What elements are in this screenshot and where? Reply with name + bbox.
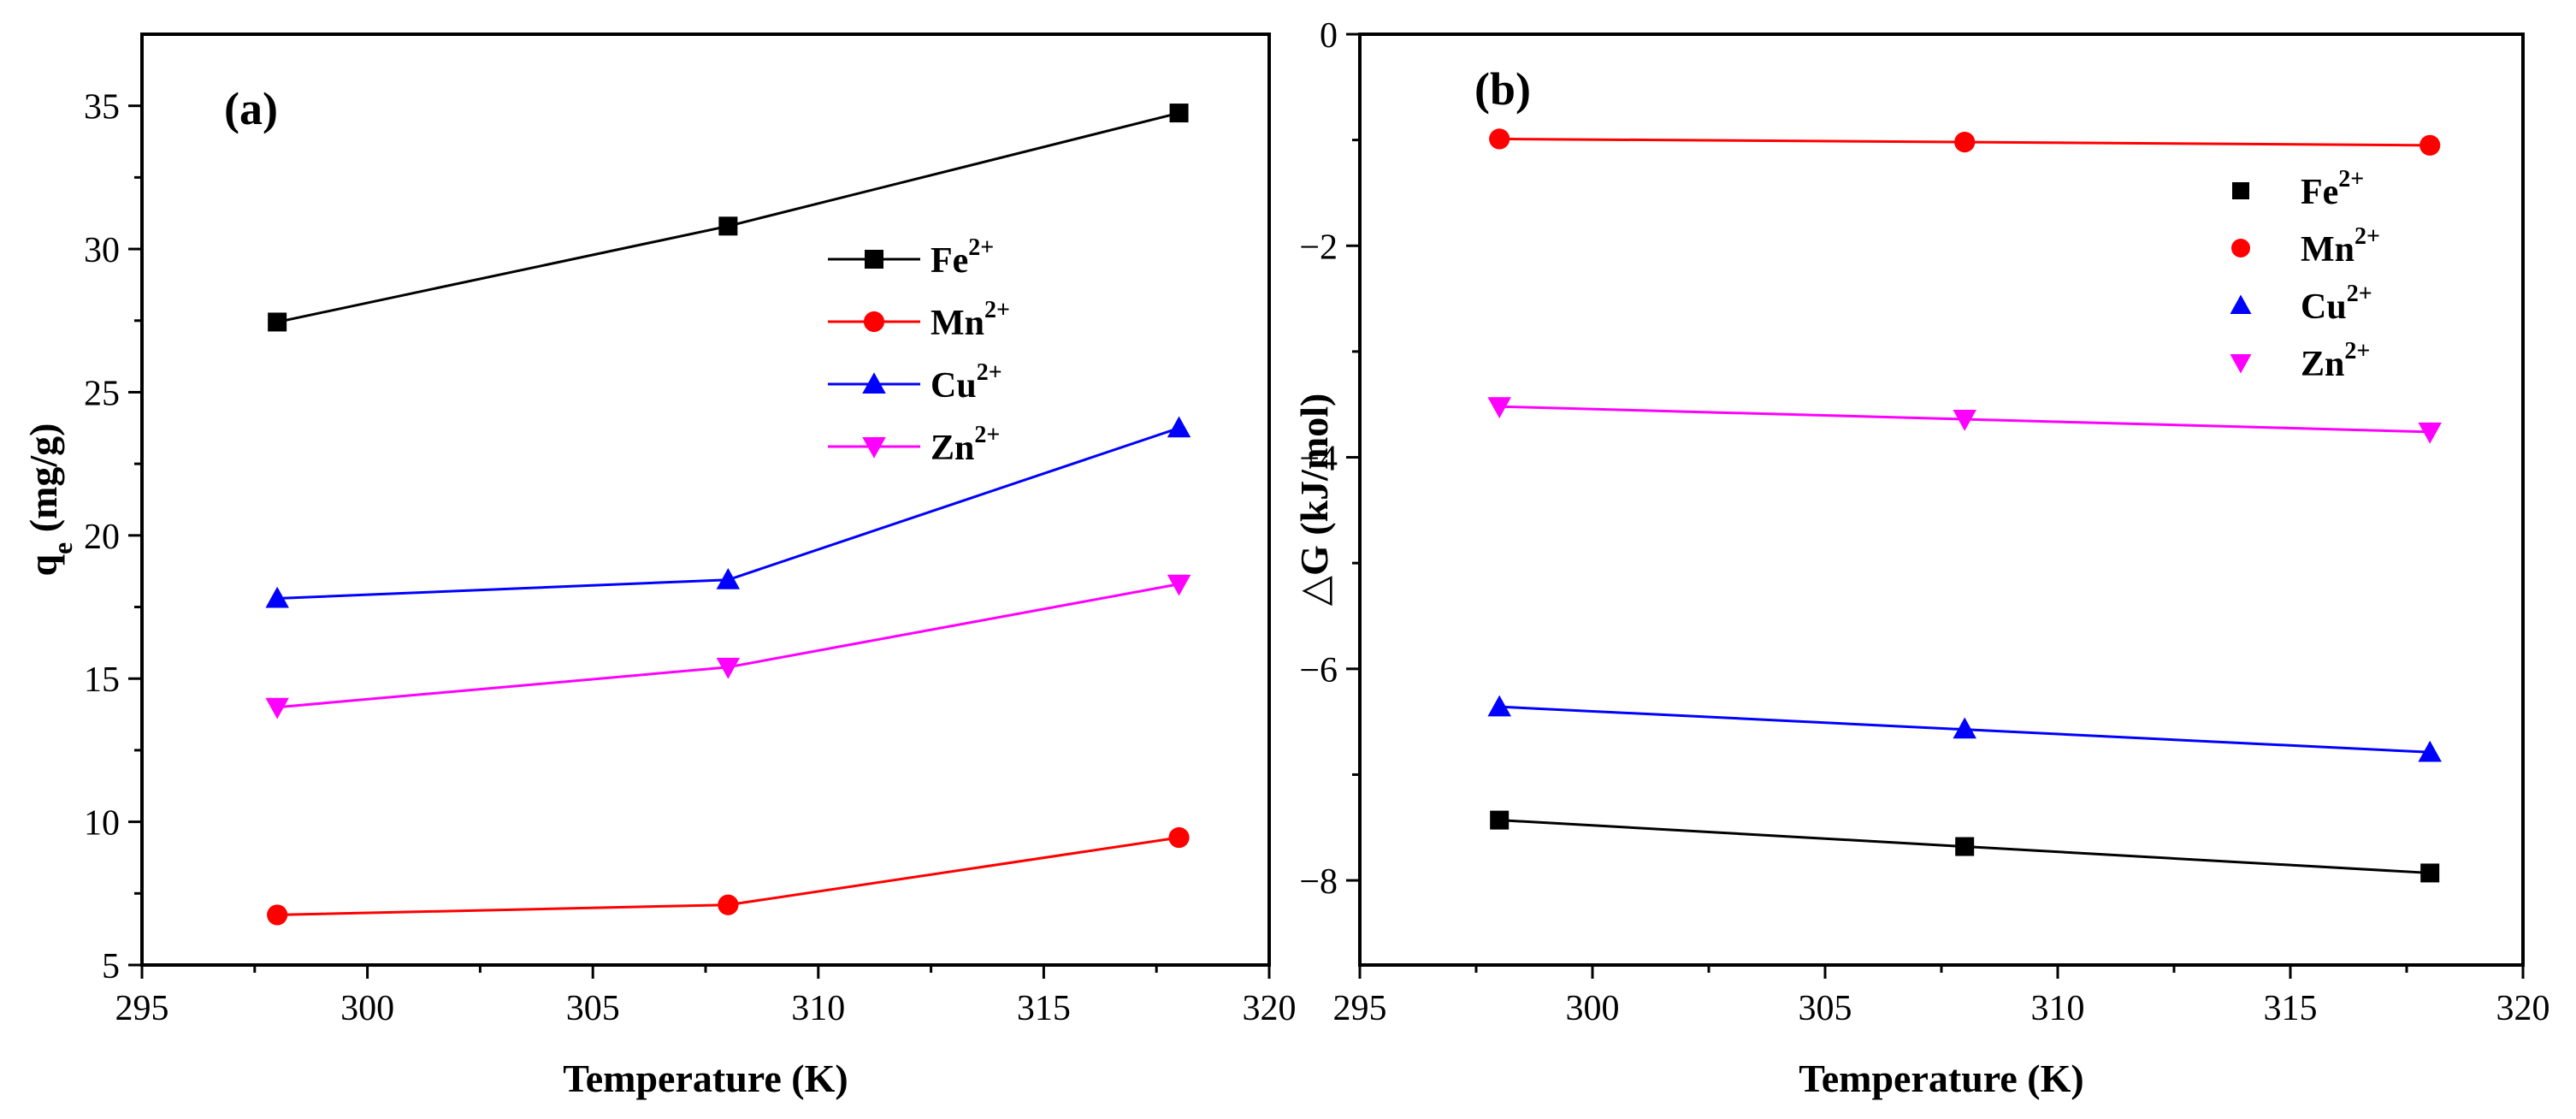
y-tick-label: −6	[1299, 651, 1338, 690]
data-point	[265, 586, 289, 608]
legend-marker	[2232, 182, 2249, 199]
x-tick-label: 305	[566, 989, 620, 1028]
data-point	[1169, 104, 1189, 123]
data-point	[718, 894, 739, 915]
legend-label: Fe2+	[931, 234, 994, 281]
data-point	[265, 697, 289, 719]
x-axis-title: Temperature (K)	[563, 1057, 848, 1100]
y-tick-label: 15	[84, 660, 120, 700]
y-tick-label: 25	[84, 374, 120, 413]
series-line	[277, 583, 1179, 709]
y-axis-title: △G (kJ/mol)	[1292, 394, 1336, 607]
x-tick-label: 310	[791, 989, 845, 1028]
legend-marker	[862, 372, 886, 394]
legend-marker	[863, 311, 885, 333]
data-point	[1953, 410, 1976, 431]
plot-frame	[140, 33, 1271, 967]
data-point	[2420, 863, 2440, 883]
y-tick-label: 10	[84, 804, 120, 844]
legend-marker	[865, 250, 883, 269]
chart-panel-b: 295 300 305 310 315 320 0 −2 −4 −6 −8 Temperature (…	[1292, 16, 2550, 1100]
x-tick-label: 305	[1799, 989, 1852, 1028]
x-tick-label: 320	[1243, 989, 1297, 1028]
x-tick-label: 295	[115, 989, 169, 1028]
data-point	[1167, 574, 1191, 596]
x-tick-label: 315	[1017, 989, 1071, 1028]
data-point	[2418, 422, 2442, 444]
legend-label: Cu2+	[2301, 281, 2372, 327]
data-point	[1954, 132, 1976, 153]
y-tick-label: 0	[1320, 16, 1338, 56]
x-tick-label: 295	[1333, 989, 1387, 1028]
y-tick-label: 35	[84, 88, 120, 127]
series-zn	[1487, 397, 2442, 444]
y-tick-label: −8	[1299, 862, 1338, 902]
data-point	[268, 312, 287, 332]
x-axis-title: Temperature (K)	[1799, 1057, 2083, 1100]
x-tick-label: 320	[2496, 989, 2550, 1028]
x-tick-label: 300	[340, 989, 394, 1028]
legend-label: Mn2+	[2301, 223, 2380, 269]
data-point	[1490, 810, 1510, 830]
y-tick-label: 5	[102, 947, 120, 986]
legend-marker	[2230, 354, 2252, 374]
data-point	[716, 657, 741, 679]
y-axis-title: qe (mg/g)	[21, 423, 78, 576]
data-point	[1487, 695, 1511, 717]
series-zn	[265, 574, 1191, 719]
legend-label: Cu2+	[931, 359, 1002, 406]
y-tick-label: −2	[1299, 228, 1338, 267]
legend-label: Fe2+	[2301, 166, 2364, 212]
x-tick-label: 300	[1566, 989, 1620, 1028]
data-point	[716, 567, 741, 589]
series-fe	[268, 104, 1189, 332]
panel-label: (a)	[224, 83, 278, 134]
legend-label: Zn2+	[2301, 338, 2370, 384]
chart-panel-a: 295 300 305 310 315 320 5 10 15 20 25 30 35 Temperatu…	[21, 33, 1297, 1100]
panel-label: (b)	[1474, 63, 1531, 115]
legend-marker	[2231, 239, 2250, 258]
series-fe	[1490, 810, 2440, 883]
series-mn	[1489, 128, 2441, 156]
y-tick-label: 30	[84, 231, 120, 270]
data-point	[2419, 134, 2441, 156]
y-tick-label: 20	[84, 518, 120, 557]
series-cu	[1487, 695, 2442, 762]
data-point	[1167, 416, 1191, 438]
data-point	[1489, 128, 1510, 150]
legend-marker	[2230, 294, 2252, 314]
legend-marker	[862, 437, 886, 459]
data-point	[718, 216, 738, 236]
series-cu	[265, 416, 1191, 608]
data-point	[1953, 717, 1976, 739]
series-mn	[267, 826, 1190, 926]
data-point	[1487, 397, 1511, 418]
data-point	[1955, 837, 1975, 856]
data-point	[1168, 826, 1190, 849]
legend-label: Zn2+	[931, 422, 1000, 468]
x-tick-label: 310	[2031, 989, 2085, 1028]
data-point	[2418, 740, 2442, 762]
data-point	[267, 904, 288, 926]
y-tick-label: −4	[1299, 440, 1338, 479]
legend-label: Mn2+	[931, 297, 1010, 343]
x-tick-label: 315	[2264, 989, 2318, 1028]
